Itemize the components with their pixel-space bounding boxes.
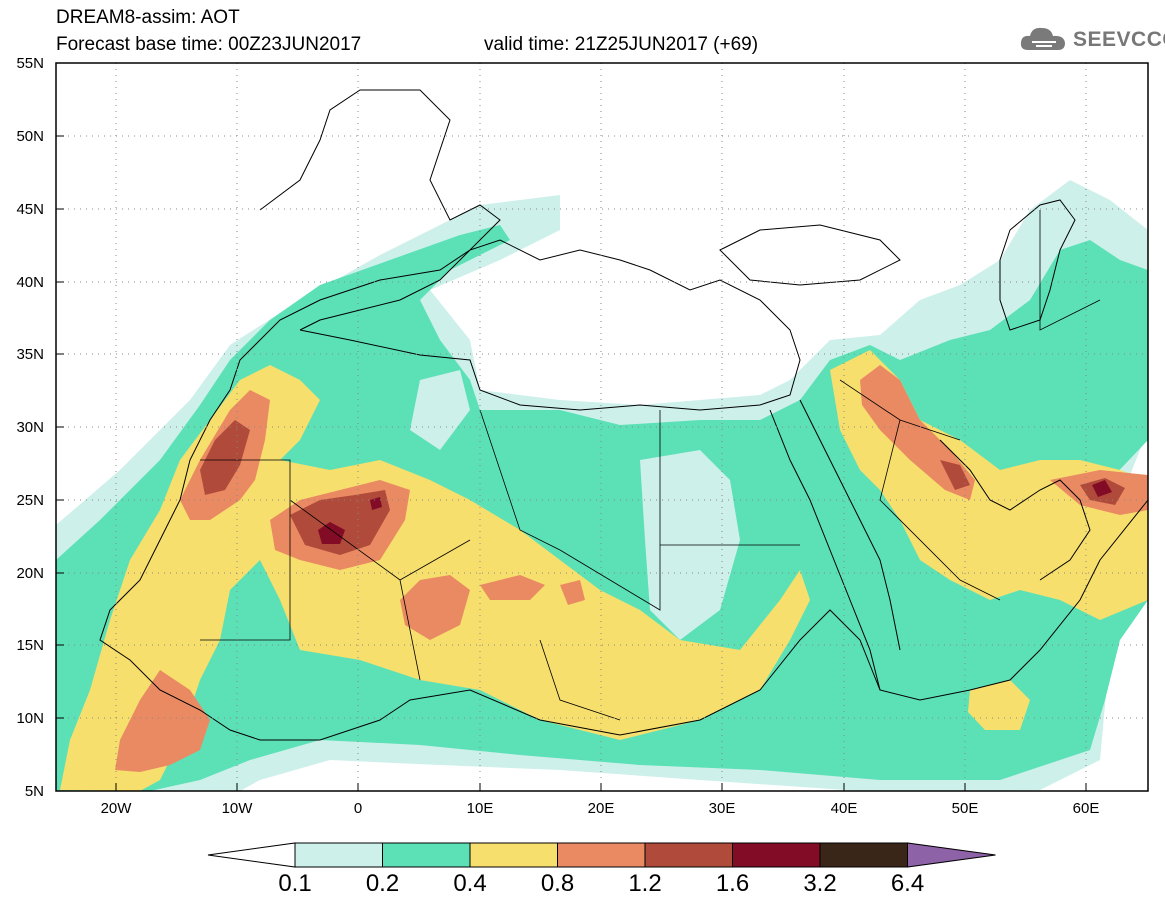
lat-label: 55N — [16, 55, 44, 72]
colorbar-level-label: 0.1 — [278, 870, 312, 897]
colorbar-boxes — [207, 842, 996, 868]
colorbar-box — [644, 842, 733, 868]
lat-label: 45N — [16, 201, 44, 218]
forecast-base-time: Forecast base time: 00Z23JUN2017 — [56, 34, 362, 55]
gulf-coast — [939, 439, 1091, 581]
contour-level-1-6 — [318, 522, 345, 544]
country-borders — [200, 210, 1101, 721]
lat-label: 15N — [16, 637, 44, 654]
contour-level-0-8 — [480, 575, 545, 600]
lon-label: 20W — [100, 800, 132, 817]
colorbar-level-label: 0.4 — [453, 870, 487, 897]
lat-label: 30N — [16, 419, 44, 436]
lon-label: 20E — [587, 800, 615, 817]
lat-label: 40N — [16, 274, 44, 291]
black-sea-coast — [719, 224, 901, 286]
map-title: DREAM8-assim: AOT — [56, 7, 240, 28]
valid-time: valid time: 21Z25JUN2017 (+69) — [484, 34, 759, 55]
contour-level-1-2 — [290, 490, 390, 555]
colorbar-box — [557, 842, 646, 868]
contour-level-0-4-patch — [968, 680, 1030, 730]
lat-label: 25N — [16, 492, 44, 509]
lon-label: 10E — [466, 800, 494, 817]
colorbar-box — [382, 842, 471, 868]
contour-level-0-8 — [115, 670, 210, 772]
lon-label: 0 — [353, 800, 363, 817]
contour-level-1-6 — [370, 497, 382, 510]
colorbar-box — [294, 842, 383, 868]
contour-level-1-2 — [940, 460, 970, 490]
colorbar-level-label: 1.2 — [628, 870, 662, 897]
aot-contours — [56, 89, 1148, 791]
lon-label: 60E — [1072, 800, 1100, 817]
colorbar-level-label: 1.6 — [715, 870, 750, 897]
gridlines — [56, 63, 1148, 791]
colorbar-box — [732, 842, 821, 868]
lat-label: 20N — [16, 565, 44, 582]
lat-label: 50N — [16, 128, 44, 145]
colorbar-box — [469, 842, 558, 868]
contour-level-1-6 — [1092, 480, 1112, 497]
lat-label: 35N — [16, 346, 44, 363]
colorbar-box — [819, 842, 908, 868]
lon-label: 10W — [221, 800, 253, 817]
red-sea-coast — [799, 399, 901, 651]
lat-label: 5N — [24, 783, 44, 800]
lat-label: 10N — [16, 710, 44, 727]
axis-ticks — [56, 62, 1087, 792]
brand-name: SEEVCCC — [1073, 28, 1165, 51]
lon-label: 40E — [830, 800, 858, 817]
contour-level-1-2 — [200, 420, 250, 495]
contour-level-0-1-patch — [410, 370, 470, 450]
colorbar-level-label: 0.2 — [365, 870, 400, 897]
red-sea-coast — [769, 409, 881, 691]
colorbar-level-label: 3.2 — [803, 870, 837, 897]
colorbar-over-triangle — [907, 842, 996, 868]
cloud-icon — [1020, 27, 1065, 50]
mediterranean-coast — [299, 239, 801, 411]
caspian-coast — [999, 199, 1076, 331]
seevccc-logo: SEEVCCC — [1018, 22, 1165, 56]
coastline — [99, 89, 1148, 741]
colorbar-under-triangle — [207, 842, 296, 868]
contour-level-0-8 — [400, 575, 470, 640]
lon-label: 50E — [951, 800, 979, 817]
colorbar-level-label: 6.4 — [890, 870, 925, 897]
contour-level-0-8 — [560, 580, 585, 605]
lon-label: 30E — [708, 800, 736, 817]
colorbar-level-label: 0.8 — [540, 870, 575, 897]
